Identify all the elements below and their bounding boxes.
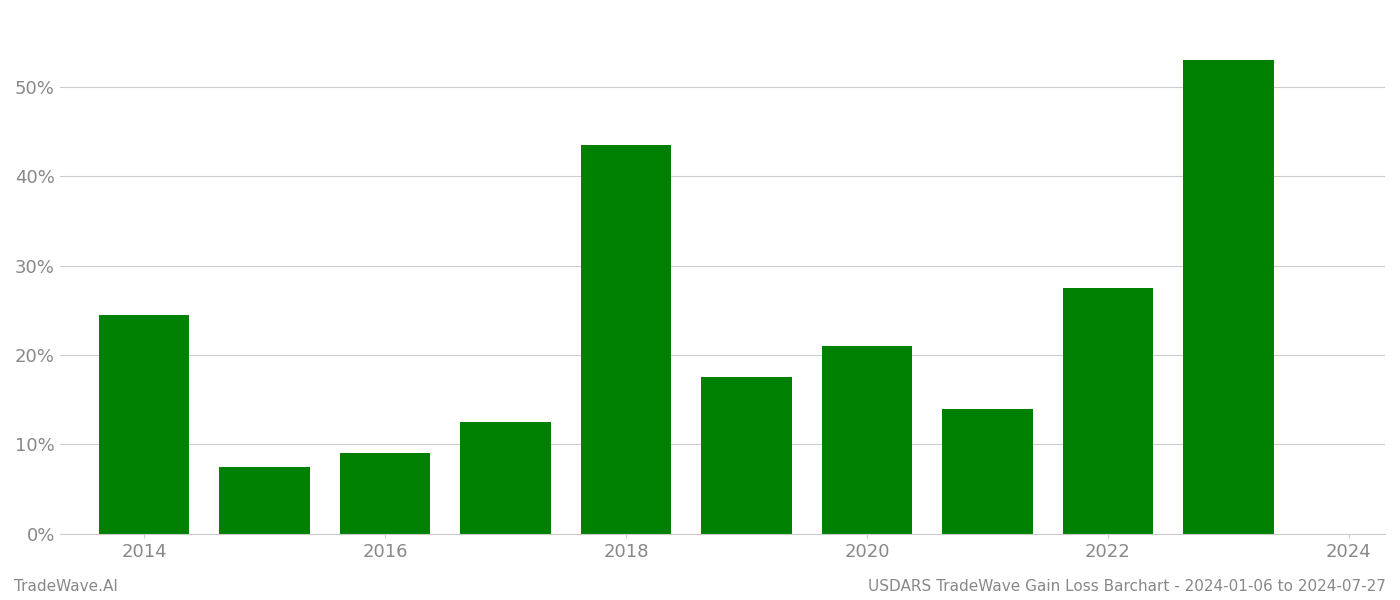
Bar: [220, 467, 309, 534]
Text: USDARS TradeWave Gain Loss Barchart - 2024-01-06 to 2024-07-27: USDARS TradeWave Gain Loss Barchart - 20…: [868, 579, 1386, 594]
Bar: [1063, 288, 1154, 534]
Text: TradeWave.AI: TradeWave.AI: [14, 579, 118, 594]
Bar: [701, 377, 791, 534]
Bar: [340, 454, 430, 534]
Bar: [942, 409, 1033, 534]
Bar: [581, 145, 671, 534]
Bar: [1183, 60, 1274, 534]
Bar: [461, 422, 550, 534]
Bar: [99, 315, 189, 534]
Bar: [822, 346, 913, 534]
